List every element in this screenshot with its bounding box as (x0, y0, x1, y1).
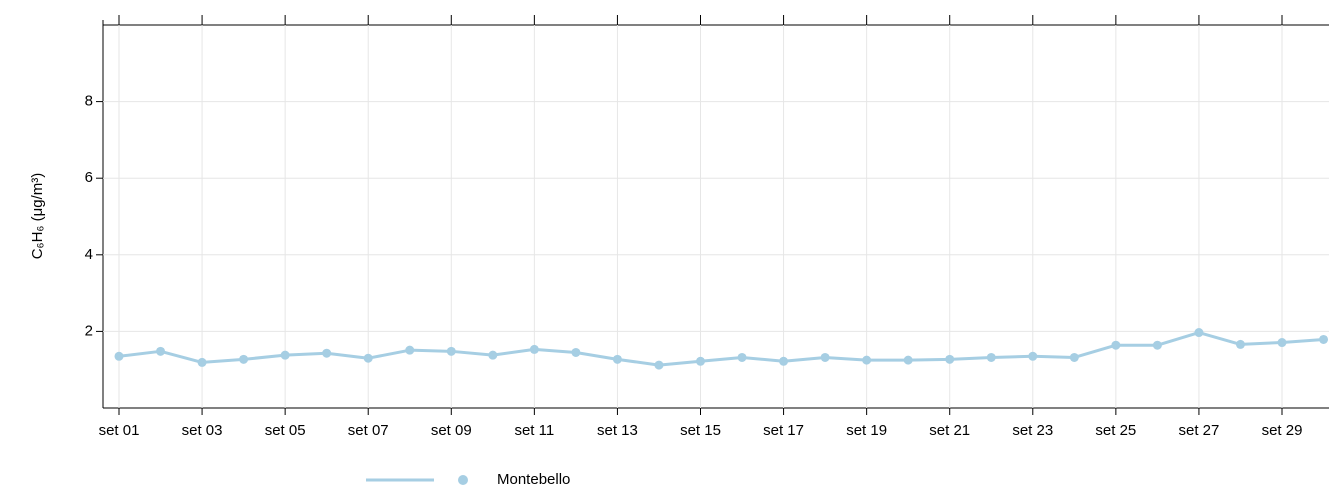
point (1069, 352, 1079, 362)
x-tick-label: set 09 (431, 422, 472, 439)
point (1235, 339, 1245, 349)
point (779, 356, 789, 366)
point (1152, 340, 1162, 350)
point (1194, 328, 1204, 338)
point (1111, 340, 1121, 350)
x-tick-label: set 21 (929, 422, 970, 439)
point (986, 352, 996, 362)
x-tick-label: set 23 (1012, 422, 1053, 439)
x-tick-label: set 05 (265, 422, 306, 439)
point (529, 344, 539, 354)
x-tick-label: set 15 (680, 422, 721, 439)
point (945, 354, 955, 364)
point (1028, 351, 1038, 361)
point (862, 355, 872, 365)
series-line (118, 331, 1324, 367)
x-tick-label: set 25 (1095, 422, 1136, 439)
point (363, 353, 373, 363)
x-tick-label: set 19 (846, 422, 887, 439)
point (239, 354, 249, 364)
x-tick-label: set 17 (763, 422, 804, 439)
x-tick-label: set 13 (597, 422, 638, 439)
x-tick-label: set 29 (1262, 422, 1303, 439)
y-tick-label: 6 (85, 169, 93, 186)
point (446, 346, 456, 356)
x-tick-label: set 03 (182, 422, 223, 439)
point (488, 350, 498, 360)
y-tick-label: 2 (85, 322, 93, 339)
y-tick-label: 8 (85, 93, 93, 110)
legend-label: Montebello (497, 471, 570, 488)
point (197, 357, 207, 367)
x-tick-label: set 27 (1178, 422, 1219, 439)
x-tick-label: set 11 (514, 422, 554, 439)
point (696, 356, 705, 366)
x-tick-label: set 07 (348, 422, 389, 439)
y-tick-label: 4 (85, 246, 93, 263)
point (280, 350, 290, 360)
point (571, 347, 581, 357)
point (1277, 338, 1287, 348)
y-axis-title: C₆H₆ (μg/m³) (29, 173, 46, 260)
point (654, 360, 664, 370)
point (903, 355, 913, 365)
point (156, 346, 166, 356)
point (114, 351, 124, 361)
point (1319, 334, 1329, 344)
point (322, 348, 332, 358)
x-tick-label: set 01 (99, 422, 140, 439)
point (612, 354, 622, 364)
point (737, 352, 747, 362)
point (820, 352, 830, 362)
point (405, 345, 415, 355)
legend-marker (458, 475, 468, 485)
